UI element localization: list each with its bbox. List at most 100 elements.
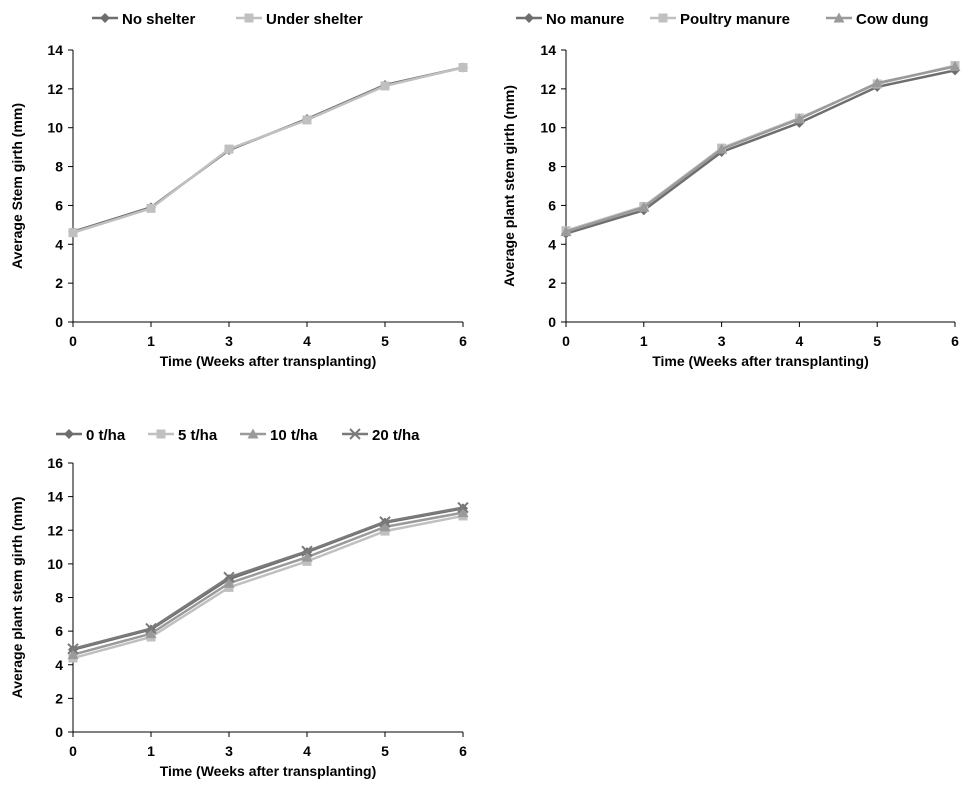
chart1-x-tick-label: 6 bbox=[459, 333, 467, 349]
chart2-y-tick-label: 6 bbox=[548, 197, 556, 213]
chart2-y-tick-label: 10 bbox=[540, 120, 556, 136]
chart1-x-axis-label: Time (Weeks after transplanting) bbox=[160, 353, 377, 369]
chart1-y-tick-label: 14 bbox=[47, 42, 63, 58]
chart3-y-tick-label: 0 bbox=[55, 724, 63, 740]
chart3: 0 2 4 6 8 10 12 14 16 0 1 3 4 5 6 Time (Weeks after tra… bbox=[9, 427, 469, 779]
chart3-series-2-line bbox=[72, 514, 464, 660]
chart1-series-1 bbox=[68, 62, 468, 237]
chart3-y-tick-label: 12 bbox=[47, 522, 63, 538]
chart1-x-tick-label: 3 bbox=[225, 333, 233, 349]
chart3-legend-label: 5 t/ha bbox=[178, 427, 218, 444]
chart3-series-4-point bbox=[223, 571, 235, 584]
chart3-legend-marker bbox=[247, 428, 259, 439]
chart3-y-tick-label: 10 bbox=[47, 556, 63, 572]
chart3-legend-label: 20 t/ha bbox=[372, 427, 420, 444]
chart2-series-3 bbox=[560, 61, 961, 237]
chart3-series-4 bbox=[67, 501, 469, 655]
chart3-y-tick-label: 14 bbox=[47, 489, 63, 505]
chart3-legend-marker bbox=[64, 429, 74, 439]
chart3-y-tick-label: 4 bbox=[55, 657, 63, 673]
chart1-y-tick-label: 8 bbox=[55, 159, 63, 175]
chart3-series-4-line bbox=[72, 506, 464, 650]
chart1: 0 2 4 6 8 10 12 14 0 1 3 4 5 6 Time (Weeks after trans… bbox=[9, 11, 468, 369]
chart1-legend-item-2: Under shelter bbox=[236, 11, 363, 28]
chart3-series-1-line bbox=[72, 507, 464, 651]
chart2-y-tick-label: 8 bbox=[548, 159, 556, 175]
chart2-legend-marker bbox=[658, 13, 668, 23]
chart1-y-tick-label: 2 bbox=[55, 275, 63, 291]
chart1-x-tick-label: 5 bbox=[381, 333, 389, 349]
chart2-y-axis-label: Average plant stem girth (mm) bbox=[501, 85, 517, 287]
chart2-x-tick-label: 3 bbox=[718, 333, 726, 349]
chart3-y-tick-label: 16 bbox=[47, 455, 63, 471]
chart2-series-3-point bbox=[793, 113, 805, 124]
chart1-series-2-point bbox=[380, 81, 390, 91]
chart3-series-4-point bbox=[145, 622, 157, 635]
chart1-y-tick-label: 12 bbox=[47, 81, 63, 97]
chart1-series-2 bbox=[68, 62, 468, 238]
chart2-x-tick-label: 1 bbox=[640, 333, 648, 349]
chart3-series-4-point bbox=[301, 545, 313, 557]
chart1-y-tick-label: 6 bbox=[55, 197, 63, 213]
chart1-series-2-point bbox=[224, 144, 234, 154]
chart3-series-4-point bbox=[457, 501, 469, 514]
chart2: 0 2 4 6 8 10 12 14 0 1 3 4 5 6 Time (Weeks after trans… bbox=[501, 11, 961, 369]
chart3-x-tick-label: 1 bbox=[147, 743, 155, 759]
chart3-x-tick-label: 4 bbox=[303, 743, 311, 759]
chart2-series-3-point bbox=[638, 201, 650, 212]
chart3-y-tick-label: 8 bbox=[55, 590, 63, 606]
chart1-legend-label: No shelter bbox=[122, 11, 196, 28]
chart2-y-tick-label: 2 bbox=[548, 275, 556, 291]
chart3-x-tick-label: 6 bbox=[459, 743, 467, 759]
chart2-series-2-line bbox=[565, 64, 956, 232]
chart3-series-3-line bbox=[72, 511, 464, 656]
chart1-series-2-point bbox=[68, 228, 78, 238]
chart3-series-3-point bbox=[223, 577, 235, 588]
chart2-legend-item-3: Cow dung bbox=[826, 11, 928, 28]
chart1-series-2-point bbox=[302, 115, 312, 125]
chart2-series-3-point bbox=[560, 226, 572, 237]
chart1-legend-marker bbox=[100, 13, 110, 23]
chart1-x-tick-label: 4 bbox=[303, 333, 311, 349]
chart3-series-3 bbox=[67, 507, 469, 660]
chart1-series-2-line bbox=[72, 66, 464, 234]
chart2-series-2 bbox=[561, 61, 960, 236]
chart1-y-tick-label: 10 bbox=[47, 120, 63, 136]
chart3-x-axis-label: Time (Weeks after transplanting) bbox=[160, 763, 377, 779]
chart3-series-3-point bbox=[457, 507, 469, 518]
chart3-series-3-point bbox=[67, 649, 79, 660]
chart2-x-tick-label: 6 bbox=[951, 333, 959, 349]
chart1-y-tick-label: 4 bbox=[55, 236, 63, 252]
chart2-series-3-point bbox=[871, 77, 883, 88]
chart3-legend-label: 10 t/ha bbox=[270, 427, 318, 444]
chart3-y-axis-label: Average plant stem girth (mm) bbox=[9, 497, 25, 699]
chart3-legend-item-2: 5 t/ha bbox=[148, 427, 218, 444]
chart1-x-tick-label: 0 bbox=[69, 333, 77, 349]
chart2-series-1-line bbox=[565, 69, 956, 235]
chart2-y-tick-label: 0 bbox=[548, 314, 556, 330]
chart2-x-axis-label: Time (Weeks after transplanting) bbox=[652, 353, 869, 369]
chart2-x-tick-label: 0 bbox=[562, 333, 570, 349]
chart2-legend-label: No manure bbox=[546, 11, 624, 28]
chart1-y-axis-label: Average Stem girth (mm) bbox=[9, 103, 25, 269]
chart3-series-4-point bbox=[379, 516, 391, 528]
chart3-x-tick-label: 0 bbox=[69, 743, 77, 759]
chart3-series-3-point bbox=[301, 551, 313, 562]
chart2-x-tick-label: 4 bbox=[796, 333, 804, 349]
chart1-legend-marker bbox=[244, 13, 254, 23]
chart2-legend-item-2: Poultry manure bbox=[650, 11, 790, 28]
chart3-legend-label: 0 t/ha bbox=[86, 427, 126, 444]
chart2-legend-marker bbox=[524, 13, 534, 23]
chart1-legend-item-1: No shelter bbox=[92, 11, 196, 28]
chart1-legend-label: Under shelter bbox=[266, 11, 363, 28]
chart3-series-3-point bbox=[145, 628, 157, 639]
chart3-y-tick-label: 2 bbox=[55, 690, 63, 706]
chart1-x-tick-label: 1 bbox=[147, 333, 155, 349]
chart2-series-3-point bbox=[716, 143, 728, 154]
chart2-series-3-line bbox=[565, 65, 956, 233]
chart3-legend-marker bbox=[156, 429, 166, 439]
chart2-y-tick-label: 12 bbox=[540, 81, 556, 97]
chart3-series-3-point bbox=[379, 521, 391, 532]
chart3-series-4-point bbox=[67, 643, 79, 655]
